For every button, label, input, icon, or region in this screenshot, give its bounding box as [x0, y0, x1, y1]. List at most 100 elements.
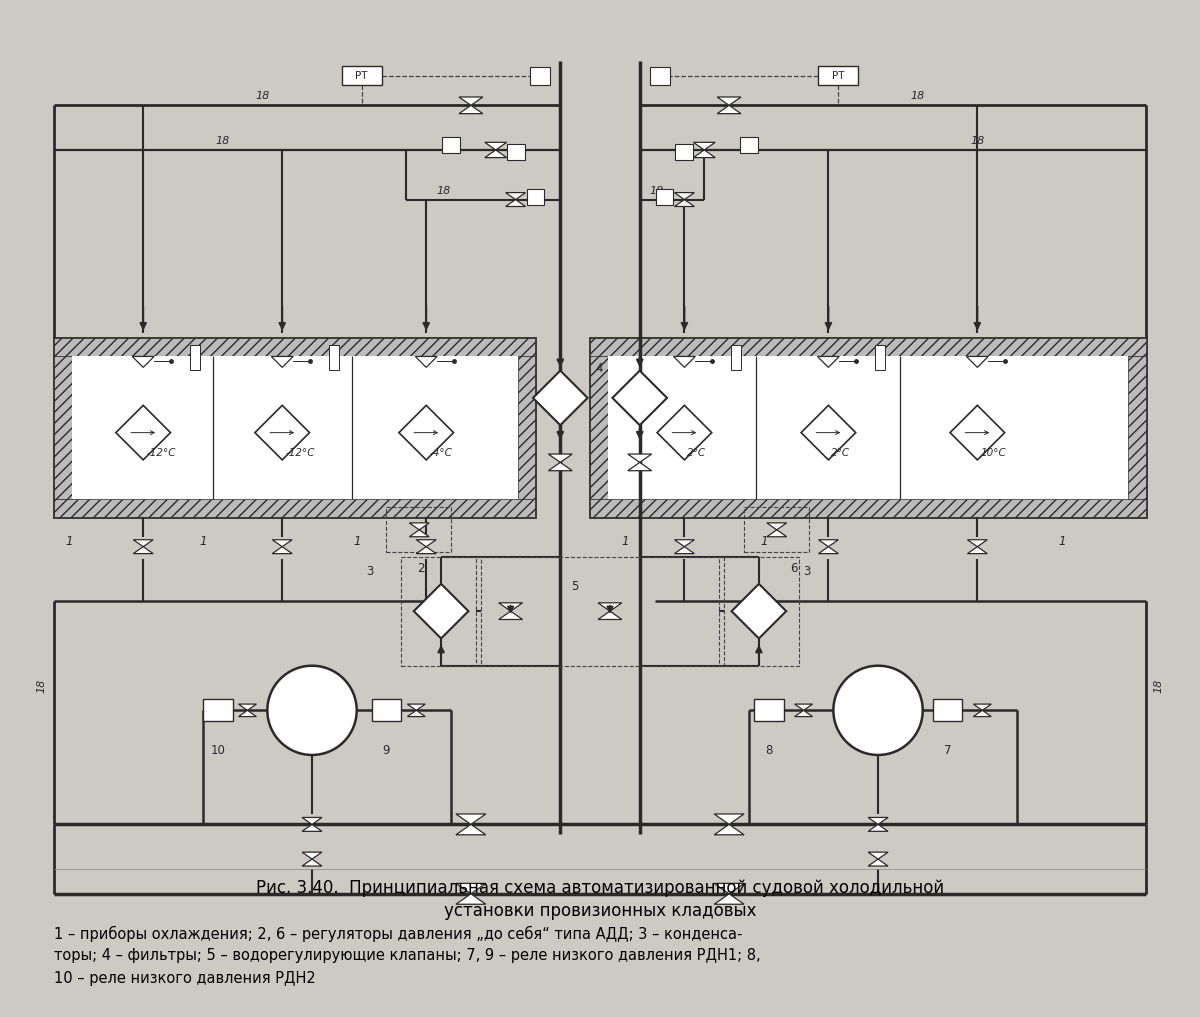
Polygon shape: [732, 584, 786, 639]
Text: 5: 5: [571, 580, 578, 593]
Polygon shape: [416, 540, 436, 547]
Bar: [875, 345, 886, 369]
Bar: [517, 356, 535, 499]
Polygon shape: [694, 149, 715, 158]
Bar: [932, 700, 962, 721]
Polygon shape: [694, 142, 715, 149]
Polygon shape: [302, 859, 322, 866]
Bar: [329, 345, 338, 369]
Bar: [72, 356, 517, 499]
Bar: [530, 67, 551, 84]
Text: 18: 18: [649, 185, 664, 195]
Polygon shape: [868, 859, 888, 866]
Polygon shape: [794, 710, 812, 717]
Bar: [649, 67, 670, 84]
Text: 1: 1: [65, 535, 72, 548]
Bar: [401, 556, 481, 666]
Text: 18: 18: [911, 92, 925, 102]
Circle shape: [833, 666, 923, 755]
Polygon shape: [133, 547, 154, 553]
Polygon shape: [967, 547, 988, 553]
Polygon shape: [456, 814, 486, 825]
Text: 3: 3: [804, 565, 811, 578]
Text: 18: 18: [216, 136, 229, 146]
Text: 18: 18: [256, 92, 270, 102]
Polygon shape: [239, 710, 257, 717]
Text: 4: 4: [595, 362, 602, 374]
Bar: [203, 700, 233, 721]
Bar: [386, 507, 451, 551]
Polygon shape: [598, 611, 622, 619]
Polygon shape: [818, 540, 839, 547]
Text: 10 – реле низкого давления РДН2: 10 – реле низкого давления РДН2: [54, 971, 316, 986]
Polygon shape: [868, 825, 888, 831]
Polygon shape: [628, 454, 652, 463]
Bar: [527, 188, 545, 204]
Text: -4°C: -4°C: [430, 447, 452, 458]
Bar: [754, 700, 784, 721]
Polygon shape: [533, 370, 588, 425]
Bar: [372, 700, 401, 721]
Bar: [740, 137, 758, 153]
Polygon shape: [458, 106, 482, 114]
Bar: [590, 339, 1146, 517]
Polygon shape: [116, 406, 170, 460]
Polygon shape: [409, 523, 430, 530]
Bar: [342, 66, 382, 85]
Text: PT: PT: [832, 70, 845, 80]
Bar: [442, 137, 460, 153]
Polygon shape: [133, 540, 154, 547]
Polygon shape: [505, 192, 526, 199]
Polygon shape: [673, 356, 695, 367]
Text: 10°C: 10°C: [980, 447, 1006, 458]
Bar: [731, 345, 742, 369]
Polygon shape: [718, 106, 742, 114]
Polygon shape: [628, 463, 652, 471]
Bar: [1128, 356, 1146, 499]
Text: 1: 1: [199, 535, 206, 548]
Bar: [719, 556, 799, 666]
Polygon shape: [674, 547, 695, 553]
Text: 18: 18: [971, 136, 984, 146]
Text: -12°C: -12°C: [286, 447, 314, 458]
Polygon shape: [674, 199, 695, 206]
Text: 7: 7: [944, 743, 952, 757]
Polygon shape: [415, 356, 437, 367]
Polygon shape: [714, 884, 744, 894]
Polygon shape: [967, 540, 988, 547]
Bar: [590, 356, 608, 499]
Polygon shape: [802, 406, 856, 460]
Bar: [676, 144, 694, 160]
Polygon shape: [302, 818, 322, 825]
Text: 1 – приборы охлаждения; 2, 6 – регуляторы давления „до себя“ типа АДД; 3 – конде: 1 – приборы охлаждения; 2, 6 – регулятор…: [54, 925, 742, 942]
Text: 1: 1: [1058, 535, 1066, 548]
Polygon shape: [548, 454, 572, 463]
Polygon shape: [966, 356, 989, 367]
Polygon shape: [868, 818, 888, 825]
Polygon shape: [254, 406, 310, 460]
Polygon shape: [458, 97, 482, 106]
Circle shape: [268, 666, 356, 755]
Polygon shape: [818, 547, 839, 553]
Polygon shape: [714, 894, 744, 904]
Text: 2°C: 2°C: [832, 447, 851, 458]
Polygon shape: [398, 406, 454, 460]
Polygon shape: [485, 149, 506, 158]
Text: 9: 9: [383, 743, 390, 757]
Text: Рис. 3.40.  Принципиальная схема автоматизированной судовой холодильной: Рис. 3.40. Принципиальная схема автомати…: [256, 879, 944, 897]
Polygon shape: [407, 710, 425, 717]
Polygon shape: [499, 603, 522, 611]
Polygon shape: [714, 814, 744, 825]
Polygon shape: [548, 463, 572, 471]
Polygon shape: [485, 142, 506, 149]
Bar: [608, 356, 1128, 499]
Text: 2°C: 2°C: [688, 447, 707, 458]
Polygon shape: [132, 356, 154, 367]
Polygon shape: [409, 530, 430, 537]
Text: 18: 18: [1153, 678, 1163, 693]
Text: 6: 6: [790, 561, 797, 575]
Polygon shape: [817, 356, 839, 367]
Text: 2: 2: [418, 561, 425, 575]
Bar: [54, 499, 535, 517]
Polygon shape: [767, 530, 787, 537]
